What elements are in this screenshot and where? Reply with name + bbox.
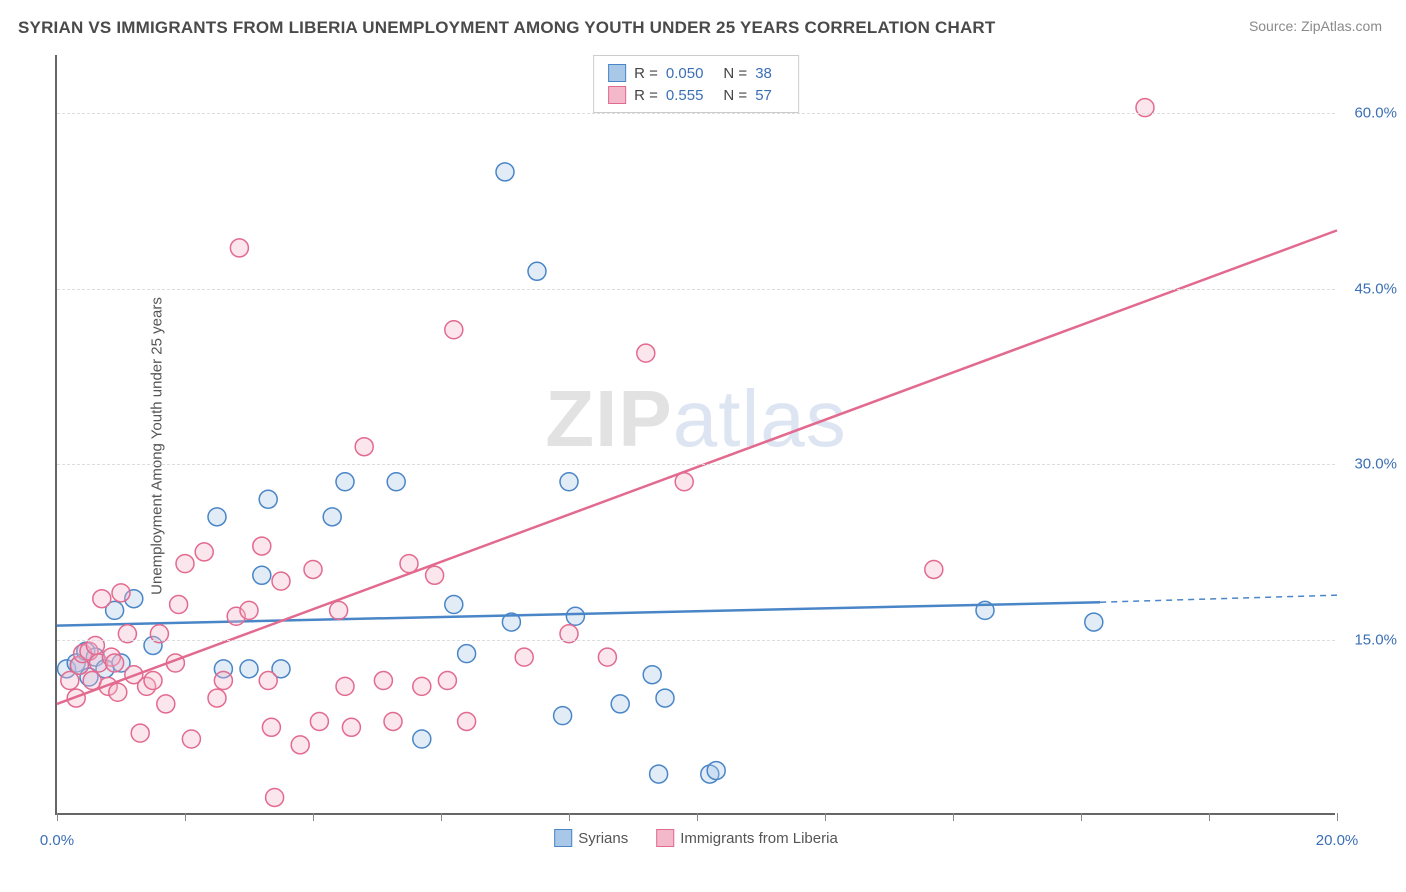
scatter-point [240,660,258,678]
trend-line [57,230,1337,704]
x-tick-label: 20.0% [1316,832,1359,849]
y-tick-label: 60.0% [1354,105,1397,122]
x-tick [825,813,826,821]
x-tick [313,813,314,821]
x-tick [185,813,186,821]
scatter-point [496,163,514,181]
scatter-point [259,672,277,690]
scatter-point [170,596,188,614]
scatter-point [707,762,725,780]
plot-area: ZIPatlas R = 0.050 N = 38 R = 0.555 N = … [55,55,1335,815]
scatter-point [355,438,373,456]
swatch-syrians [554,829,572,847]
chart-title: SYRIAN VS IMMIGRANTS FROM LIBERIA UNEMPL… [18,18,995,38]
scatter-point [253,566,271,584]
scatter-point [336,677,354,695]
scatter-point [253,537,271,555]
gridline [57,289,1335,290]
scatter-point [214,672,232,690]
scatter-point [528,262,546,280]
scatter-point [291,736,309,754]
swatch-liberia [656,829,674,847]
scatter-point [650,765,668,783]
x-tick [1081,813,1082,821]
x-tick-label: 0.0% [40,832,74,849]
scatter-point [182,730,200,748]
scatter-point [387,473,405,491]
gridline [57,113,1335,114]
scatter-point [515,648,533,666]
x-tick [441,813,442,821]
scatter-point [445,321,463,339]
scatter-point [157,695,175,713]
x-tick [1337,813,1338,821]
trend-line-extrapolated [1100,595,1337,602]
scatter-point [611,695,629,713]
scatter-point [438,672,456,690]
scatter-point [925,560,943,578]
scatter-point [112,584,130,602]
scatter-point [240,601,258,619]
y-tick-label: 30.0% [1354,456,1397,473]
scatter-point [458,645,476,663]
scatter-point [384,712,402,730]
scatter-point [144,672,162,690]
scatter-point [208,508,226,526]
scatter-point [643,666,661,684]
scatter-point [656,689,674,707]
scatter-point [272,572,290,590]
y-tick-label: 15.0% [1354,631,1397,648]
scatter-point [637,344,655,362]
legend-bottom: Syrians Immigrants from Liberia [554,829,838,847]
scatter-point [598,648,616,666]
scatter-point [266,788,284,806]
scatter-point [413,730,431,748]
scatter-point [109,683,127,701]
scatter-point [176,555,194,573]
scatter-point [554,707,572,725]
legend-item-syrians: Syrians [554,829,628,847]
source-attribution: Source: ZipAtlas.com [1249,18,1382,34]
scatter-point [560,473,578,491]
scatter-point [310,712,328,730]
scatter-point [259,490,277,508]
x-tick [57,813,58,821]
scatter-svg [57,55,1335,813]
scatter-point [400,555,418,573]
scatter-point [195,543,213,561]
scatter-point [413,677,431,695]
scatter-point [323,508,341,526]
scatter-point [336,473,354,491]
gridline [57,464,1335,465]
scatter-point [262,718,280,736]
x-tick [1209,813,1210,821]
scatter-point [342,718,360,736]
scatter-point [1085,613,1103,631]
scatter-point [131,724,149,742]
x-tick [953,813,954,821]
legend-item-liberia: Immigrants from Liberia [656,829,838,847]
x-tick [569,813,570,821]
scatter-point [458,712,476,730]
gridline [57,640,1335,641]
scatter-point [426,566,444,584]
scatter-point [93,590,111,608]
scatter-point [208,689,226,707]
scatter-point [330,601,348,619]
scatter-point [106,654,124,672]
y-tick-label: 45.0% [1354,280,1397,297]
scatter-point [304,560,322,578]
scatter-point [374,672,392,690]
scatter-point [230,239,248,257]
scatter-point [566,607,584,625]
x-tick [697,813,698,821]
scatter-point [445,596,463,614]
